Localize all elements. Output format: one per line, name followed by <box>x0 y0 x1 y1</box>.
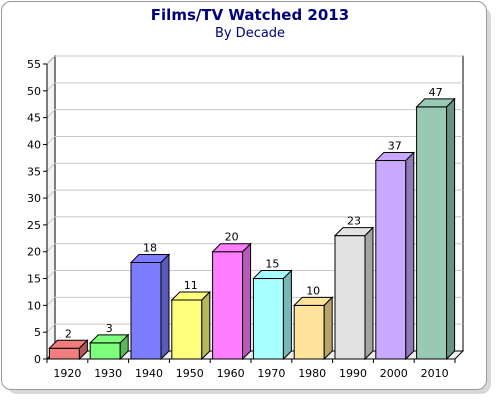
bar-2000 <box>374 151 416 361</box>
gridline-side <box>46 297 56 306</box>
bar-side <box>282 269 292 361</box>
gridline-side <box>46 189 56 199</box>
x-tick-label: 1960 <box>217 367 245 380</box>
x-tick-label: 2010 <box>421 367 449 380</box>
x-tick-label: 1940 <box>135 367 163 380</box>
x-tick-label: 1980 <box>298 367 326 380</box>
data-label: 47 <box>429 86 443 99</box>
y-tick-label: 5 <box>34 326 41 339</box>
bar-1940 <box>129 253 171 361</box>
data-label: 2 <box>65 327 72 340</box>
x-tick-label: 1950 <box>176 367 204 380</box>
gridline-side <box>46 162 56 172</box>
bar-front <box>293 304 325 360</box>
bar-front <box>212 251 244 360</box>
data-label: 15 <box>265 258 279 271</box>
y-tick-label: 30 <box>27 192 41 205</box>
y-tick-label: 10 <box>27 299 41 312</box>
chart-title: Films/TV Watched 2013 <box>150 6 350 24</box>
bar-side <box>201 290 211 361</box>
bar-1930 <box>88 333 130 361</box>
data-label: 10 <box>306 284 320 297</box>
bar-1960 <box>211 242 252 361</box>
bar-front <box>130 261 162 360</box>
bar-1980 <box>292 296 334 361</box>
bar-front <box>89 342 121 360</box>
data-label: 18 <box>143 241 157 254</box>
gridline-side <box>46 109 56 118</box>
bar-side <box>160 253 170 361</box>
x-tick-label: 1920 <box>53 367 81 380</box>
bar-1950 <box>170 290 212 361</box>
bar-1990 <box>333 226 375 361</box>
bar-front <box>334 235 366 360</box>
bar-side <box>78 339 88 361</box>
bar-front <box>416 106 448 360</box>
gridline-side <box>46 323 56 333</box>
x-tick-label: 1990 <box>339 367 367 380</box>
bar-1970 <box>252 269 293 361</box>
data-label: 23 <box>347 215 361 228</box>
y-tick-label: 15 <box>27 273 41 286</box>
bar-side <box>323 296 333 361</box>
bar-side <box>405 151 415 361</box>
gridline-side <box>46 136 56 145</box>
data-label: 20 <box>225 231 239 244</box>
x-tick-label: 2000 <box>380 367 408 380</box>
y-tick-label: 20 <box>27 246 41 259</box>
data-label: 37 <box>388 140 402 153</box>
y-tick-label: 0 <box>34 353 41 366</box>
gridline-side <box>46 243 56 253</box>
bar-front <box>48 347 80 360</box>
bar-front <box>252 278 284 360</box>
gridline-side <box>46 270 56 279</box>
y-tick-label: 40 <box>27 138 41 151</box>
y-tick-label: 45 <box>27 112 41 125</box>
x-tick-label: 1930 <box>94 367 122 380</box>
y-tick-label: 25 <box>27 219 41 232</box>
bar-side <box>364 226 374 361</box>
data-label: 11 <box>184 279 198 292</box>
gridline-side <box>46 216 56 226</box>
bar-side <box>242 242 252 361</box>
y-tick-label: 50 <box>27 85 41 98</box>
y-tick-label: 55 <box>27 58 41 71</box>
chart-subtitle: By Decade <box>214 26 286 41</box>
x-tick-label: 1970 <box>257 367 285 380</box>
gridline-side <box>46 82 56 92</box>
y-tick-label: 35 <box>27 165 41 178</box>
bar-1920 <box>48 339 89 361</box>
bar-2010 <box>415 97 456 361</box>
bar-side <box>119 333 129 361</box>
plot-side-wall <box>46 54 56 361</box>
bar-front <box>375 160 407 360</box>
gridline-side <box>46 55 56 65</box>
data-label: 3 <box>106 322 113 335</box>
bar-side <box>446 97 456 361</box>
bar-front <box>171 299 203 360</box>
